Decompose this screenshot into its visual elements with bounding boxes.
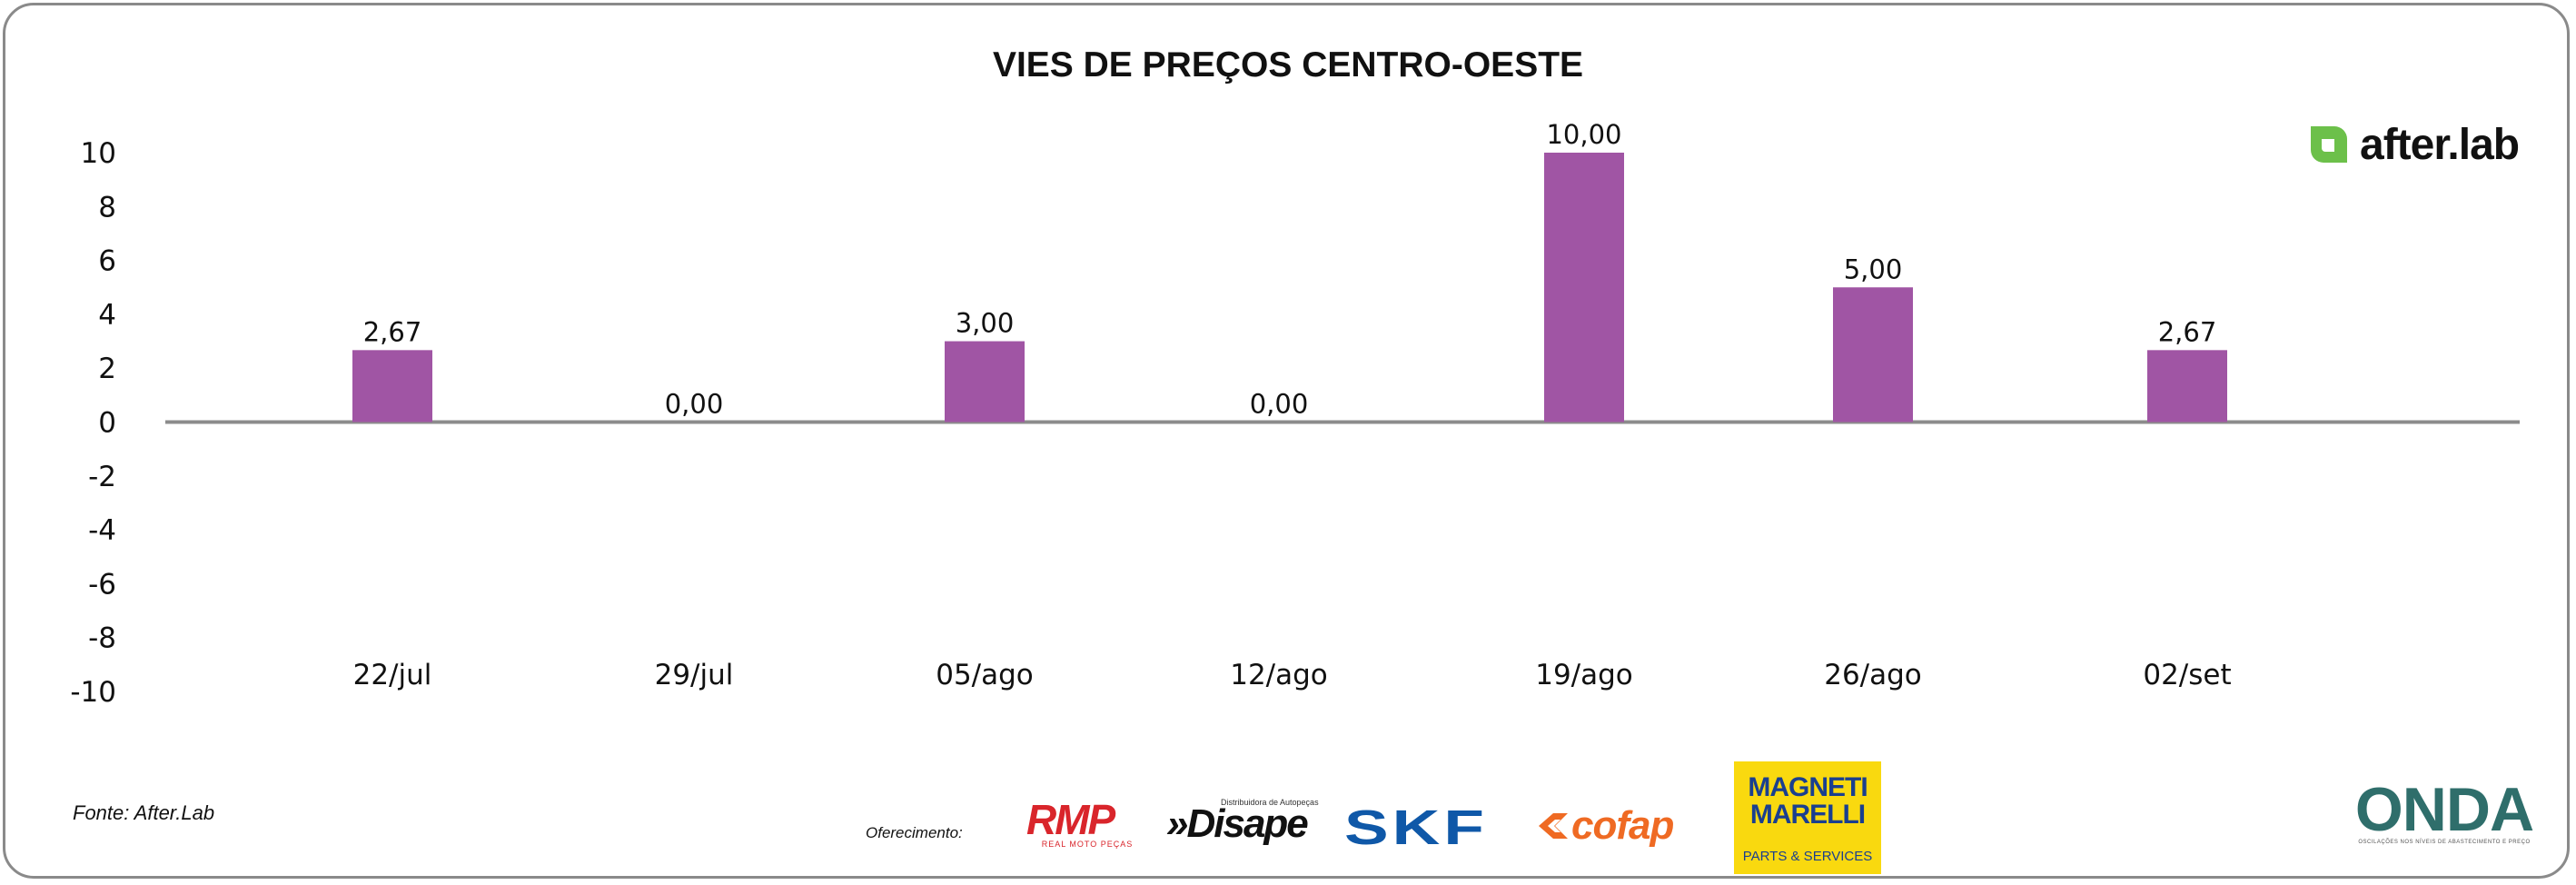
- data-label: 5,00: [1844, 254, 1903, 284]
- x-tick-label: 12/ago: [1230, 659, 1328, 691]
- cofap-logo-text: cofap: [1571, 803, 1674, 848]
- y-tick-label: 8: [98, 191, 116, 224]
- rmp-logo-text: RMP: [1026, 796, 1115, 843]
- magneti-marelli-logo: MAGNETI MARELLI PARTS & SERVICES: [1734, 761, 1881, 874]
- y-tick-label: 6: [98, 245, 116, 278]
- x-tick-label: 19/ago: [1535, 659, 1633, 691]
- data-label: 3,00: [956, 308, 1015, 339]
- chart-frame: [3, 3, 2570, 879]
- afterlab-mark-icon: [2304, 119, 2354, 170]
- magneti-logo-line1: MAGNETI: [1748, 772, 1868, 802]
- chart-title: VIES DE PREÇOS CENTRO-OESTE: [992, 45, 1584, 85]
- y-tick-label: -4: [88, 514, 116, 547]
- y-tick-label: -2: [88, 461, 116, 493]
- x-tick-label: 29/jul: [655, 659, 734, 691]
- magneti-logo-subtitle: PARTS & SERVICES: [1742, 849, 1873, 864]
- data-label: 0,00: [665, 389, 724, 420]
- data-label: 2,67: [363, 316, 422, 347]
- y-tick-label: 4: [98, 299, 116, 332]
- data-label: 2,67: [2158, 316, 2217, 347]
- x-axis-ticks: 22/jul 29/jul 05/ago 12/ago 19/ago 26/ago 02/s…: [353, 659, 2232, 691]
- skf-logo: SKF: [1344, 800, 1488, 855]
- onda-logo: ONDA OSCILAÇÕES NOS NÍVEIS DE ABASTECIME…: [2351, 775, 2538, 845]
- x-tick-label: 05/ago: [936, 659, 1034, 691]
- y-tick-label: 0: [98, 407, 116, 440]
- afterlab-text: after.lab: [2360, 120, 2520, 169]
- x-tick-label: 22/jul: [353, 659, 432, 691]
- bar: [1544, 153, 1624, 423]
- bars-group: [352, 153, 2227, 423]
- disape-logo-text: »Disape: [1166, 801, 1309, 846]
- x-tick-label: 26/ago: [1824, 659, 1922, 691]
- magneti-logo-line2: MARELLI: [1749, 800, 1866, 830]
- rmp-logo: RMP REAL MOTO PEÇAS: [1026, 796, 1148, 849]
- data-label: 10,00: [1546, 119, 1621, 150]
- y-tick-label: -6: [88, 568, 116, 601]
- y-tick-label: 10: [81, 137, 116, 170]
- bar: [352, 350, 432, 423]
- x-tick-label: 02/set: [2143, 659, 2231, 691]
- disape-logo: Distribuidora de Autopeças »Disape: [1166, 796, 1319, 847]
- onda-logo-subtitle: OSCILAÇÕES NOS NÍVEIS DE ABASTECIMENTO E…: [2358, 840, 2531, 845]
- disape-logo-subtitle: Distribuidora de Autopeças: [1221, 798, 1319, 807]
- y-tick-label: -10: [70, 676, 116, 709]
- rmp-logo-subtitle: REAL MOTO PEÇAS: [1041, 840, 1134, 849]
- cofap-mark-icon: [1539, 813, 1568, 839]
- cofap-logo: cofap: [1535, 803, 1674, 849]
- data-labels-group: 2,67 0,00 3,00 0,00 10,00 5,00 2,67: [363, 119, 2217, 420]
- y-tick-label: 2: [98, 353, 116, 385]
- y-tick-label: -8: [88, 622, 116, 655]
- y-axis-ticks: 10 8 6 4 2 0 -2 -4 -6 -8 -10: [70, 137, 116, 709]
- afterlab-logo: after.lab: [2304, 116, 2520, 173]
- data-label: 0,00: [1250, 389, 1309, 420]
- onda-logo-text: ONDA: [2354, 775, 2534, 844]
- bar: [945, 341, 1025, 423]
- sponsor-label: Oferecimento:: [866, 824, 963, 841]
- bar: [1833, 287, 1913, 423]
- source-note: Fonte: After.Lab: [73, 801, 215, 824]
- bar: [2147, 350, 2227, 423]
